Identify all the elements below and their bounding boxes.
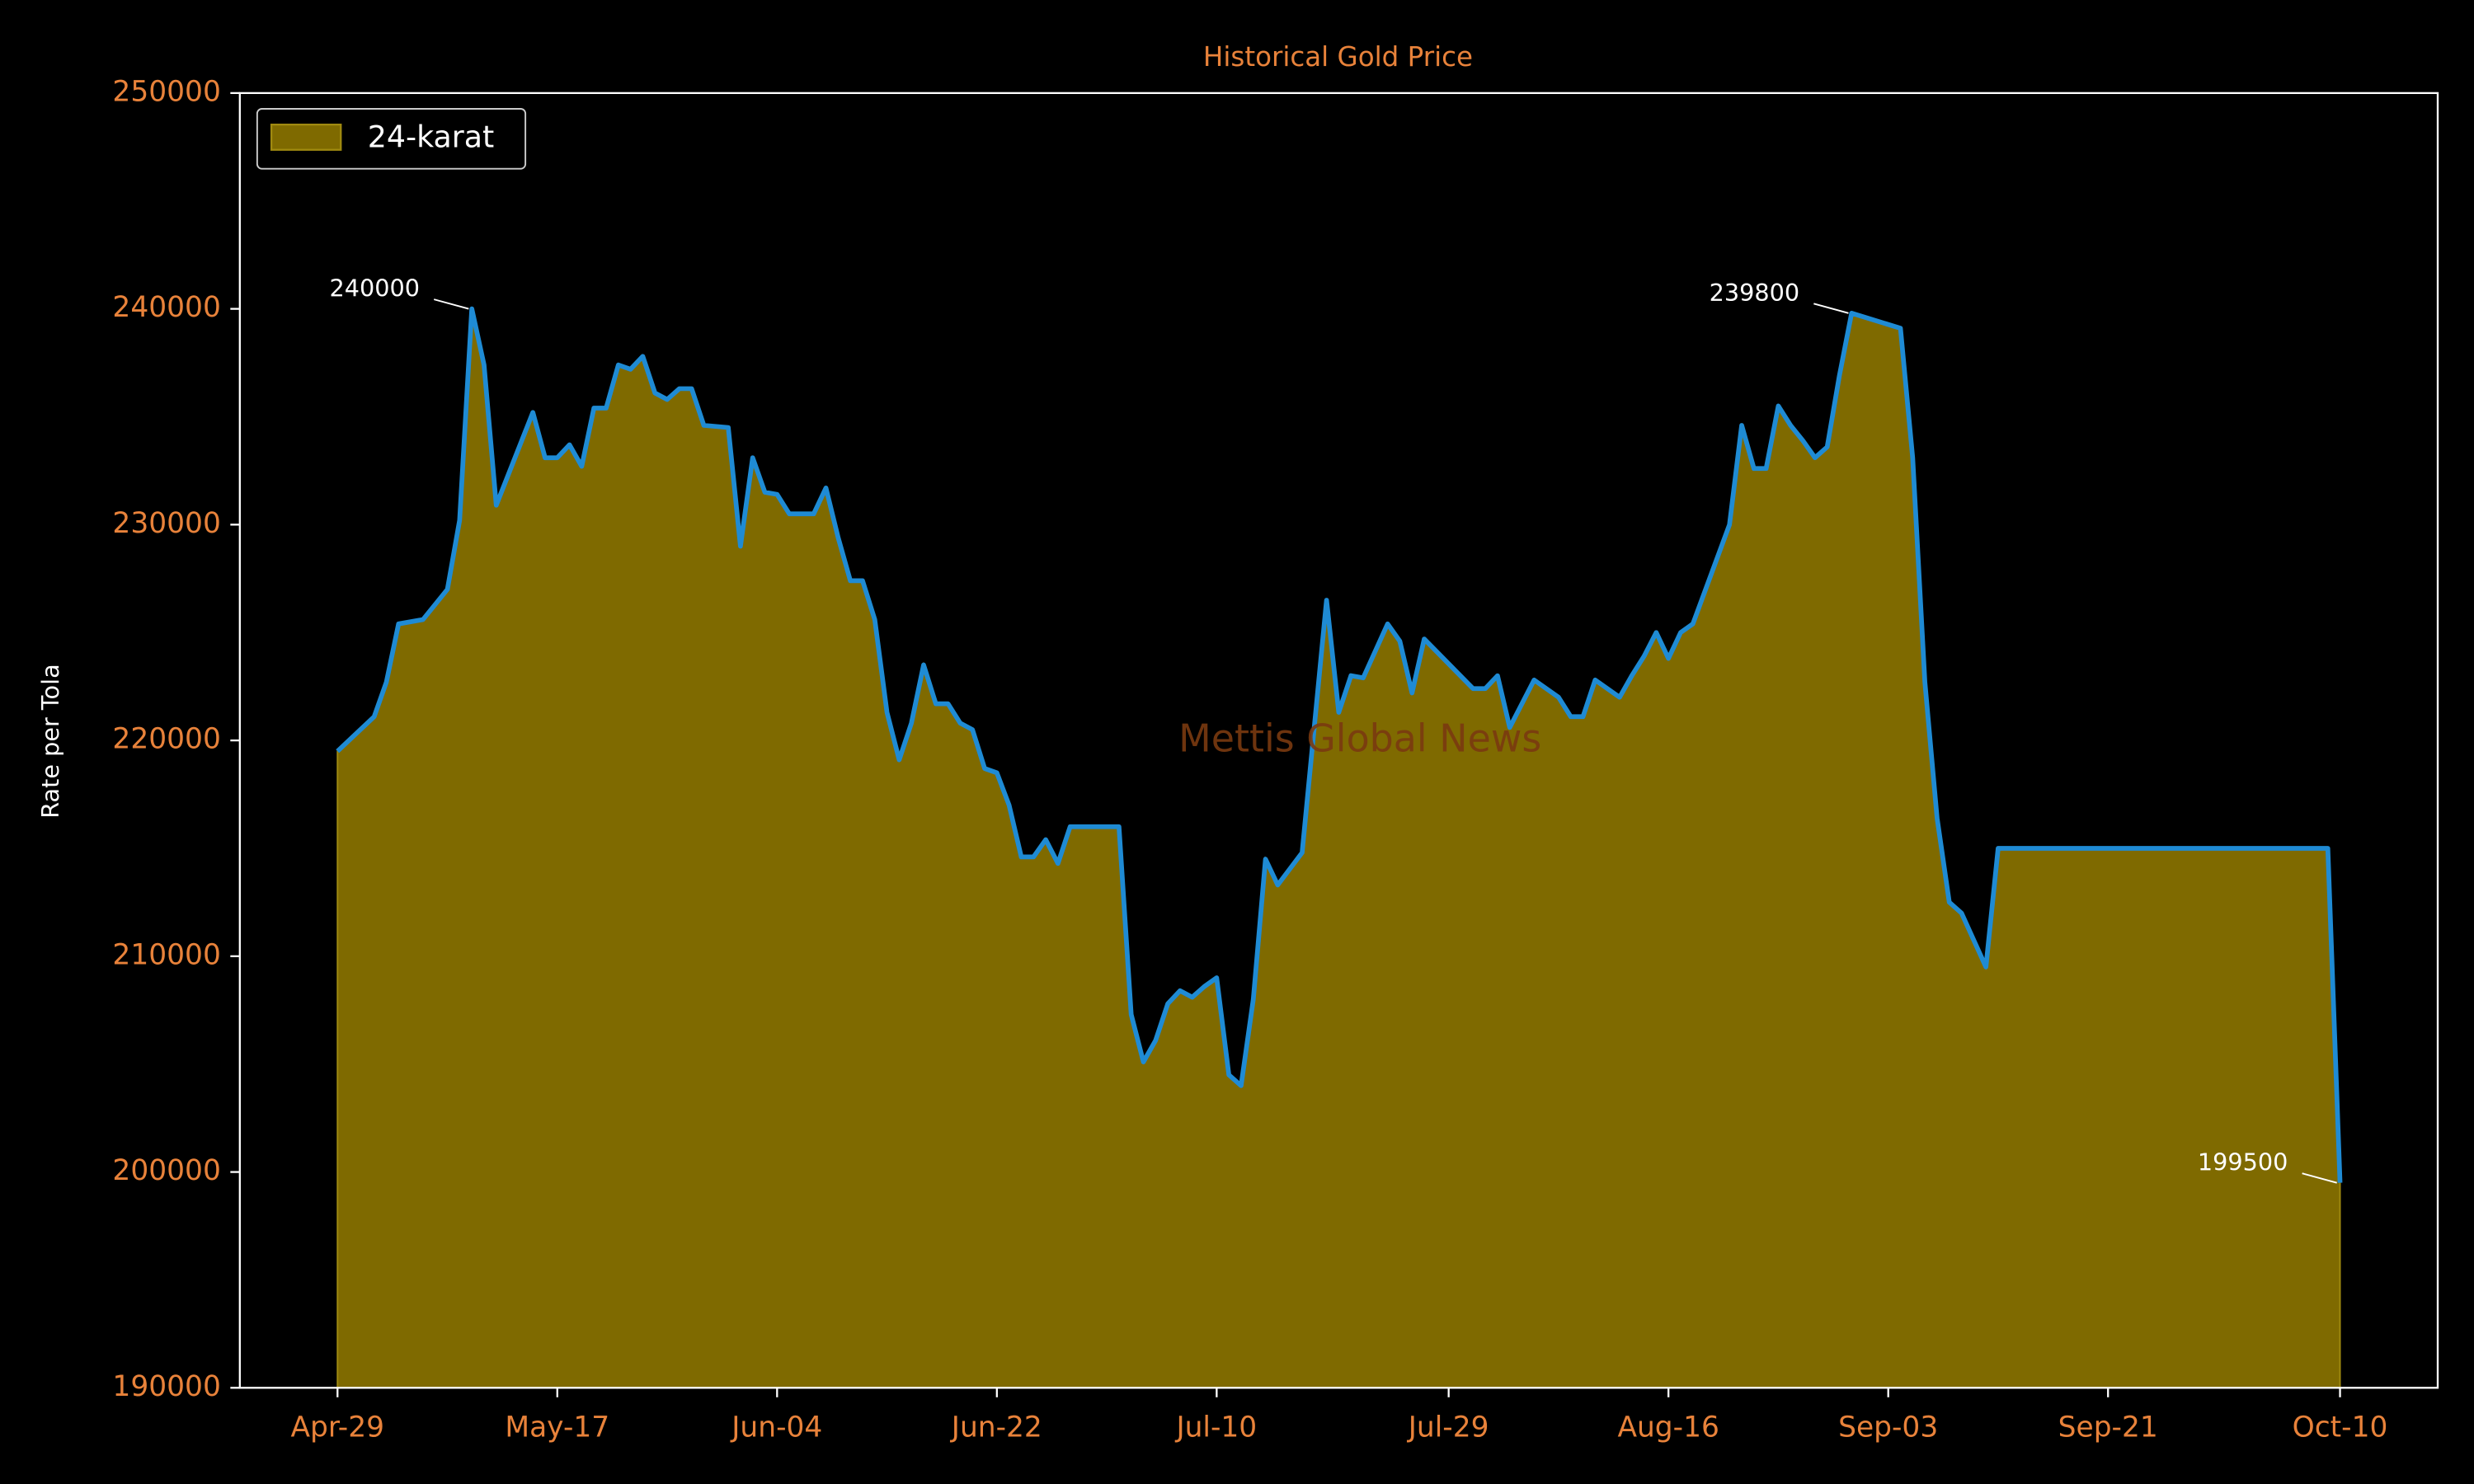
x-tick-label: Aug-16	[1617, 1411, 1719, 1444]
x-tick-label: Jun-04	[730, 1411, 822, 1444]
x-tick-label: Apr-29	[290, 1411, 384, 1444]
y-tick-label: 190000	[112, 1370, 220, 1403]
legend-swatch	[270, 123, 342, 151]
x-tick-label: Oct-10	[2293, 1411, 2388, 1444]
x-tick-label: May-17	[505, 1411, 609, 1444]
price-line	[336, 306, 2343, 1183]
y-tick-label: 240000	[112, 291, 220, 324]
annotation-leader	[433, 298, 469, 310]
x-tick-label: Jul-29	[1407, 1411, 1489, 1444]
x-tick-label: Sep-03	[1838, 1411, 1938, 1444]
y-axis-label: Rate per Tola	[36, 664, 64, 818]
annotation-label: 239800	[1710, 279, 1800, 307]
x-tick-label: Sep-21	[2058, 1411, 2158, 1444]
y-tick-label: 250000	[112, 75, 220, 108]
annotation-leader	[1813, 303, 1849, 314]
annotation-leader	[2302, 1172, 2337, 1184]
annotation-label: 199500	[2198, 1148, 2288, 1176]
y-tick-label: 220000	[112, 723, 220, 756]
chart-title: Historical Gold Price	[1203, 41, 1473, 73]
y-tick-label: 230000	[112, 507, 220, 540]
watermark: Mettis Global News	[1178, 716, 1541, 761]
legend-label: 24-karat	[368, 119, 494, 154]
x-tick-label: Jun-22	[950, 1411, 1042, 1444]
legend: 24-karat	[256, 108, 527, 170]
x-tick-label: Jul-10	[1174, 1411, 1257, 1444]
annotation-label: 240000	[329, 275, 420, 303]
y-tick-label: 200000	[112, 1154, 220, 1187]
y-tick-label: 210000	[112, 938, 220, 971]
